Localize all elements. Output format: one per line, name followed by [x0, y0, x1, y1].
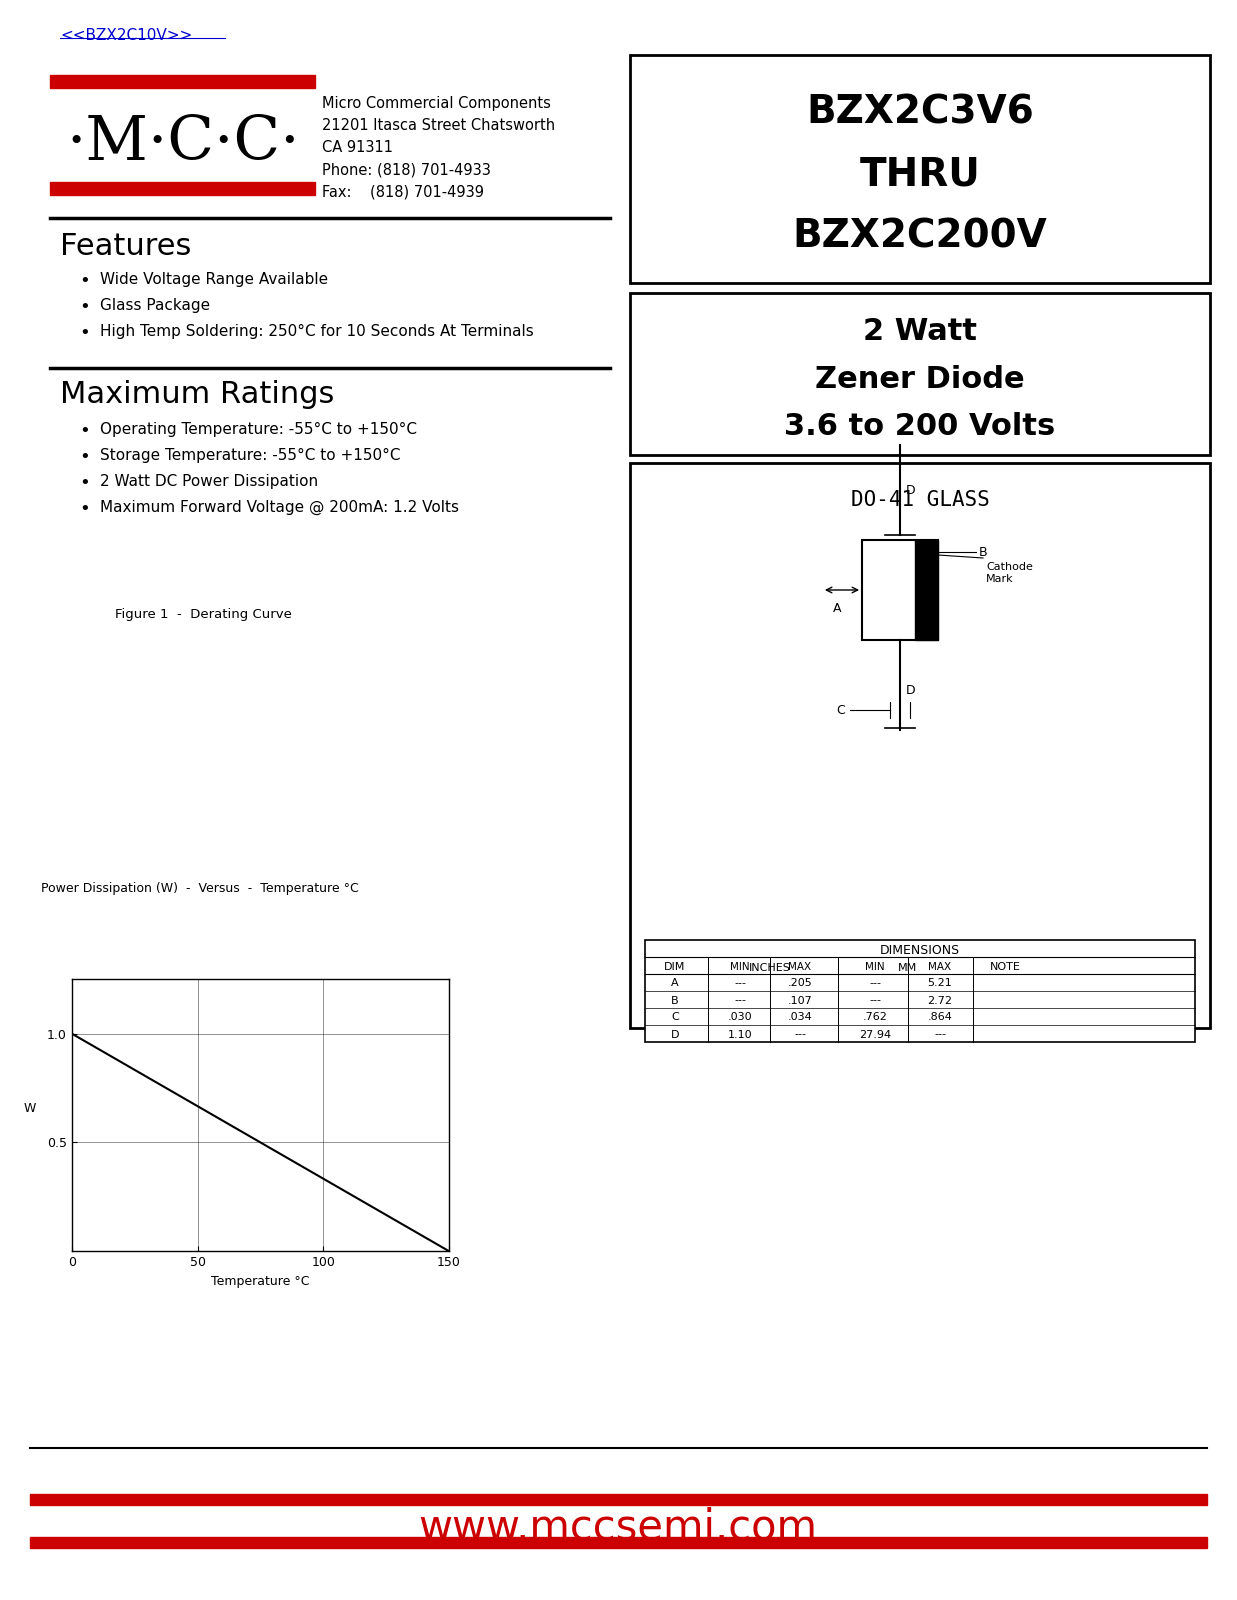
Text: MM: MM — [898, 963, 917, 973]
Text: ·M·C·C·: ·M·C·C· — [67, 114, 299, 173]
Text: •: • — [79, 448, 90, 466]
Bar — [49, 182, 315, 195]
Text: MAX: MAX — [929, 963, 951, 973]
Text: 2 Watt
Zener Diode
3.6 to 200 Volts: 2 Watt Zener Diode 3.6 to 200 Volts — [784, 317, 1055, 442]
Text: ---: --- — [794, 1029, 807, 1040]
Text: Maximum Ratings: Maximum Ratings — [61, 379, 334, 410]
Text: ---: --- — [934, 1029, 946, 1040]
Text: 27.94: 27.94 — [858, 1029, 891, 1040]
Text: Operating Temperature: -55°C to +150°C: Operating Temperature: -55°C to +150°C — [100, 422, 417, 437]
Bar — [30, 1538, 1207, 1549]
Text: .205: .205 — [788, 979, 813, 989]
Text: High Temp Soldering: 250°C for 10 Seconds At Terminals: High Temp Soldering: 250°C for 10 Second… — [100, 323, 533, 339]
Text: D: D — [670, 1029, 679, 1040]
Text: Wide Voltage Range Available: Wide Voltage Range Available — [100, 272, 328, 286]
Text: NOTE: NOTE — [990, 963, 1021, 973]
Text: ---: --- — [734, 995, 746, 1005]
Text: B: B — [978, 546, 987, 558]
Text: A: A — [833, 602, 841, 614]
Text: www.mccsemi.com: www.mccsemi.com — [418, 1506, 818, 1549]
Text: •: • — [79, 298, 90, 317]
Text: MAX: MAX — [788, 963, 811, 973]
Text: •: • — [79, 272, 90, 290]
Text: C: C — [836, 704, 845, 717]
Text: DO-41 GLASS: DO-41 GLASS — [851, 490, 990, 510]
Text: MIN: MIN — [865, 963, 884, 973]
Text: <<BZX2C10V>>: <<BZX2C10V>> — [61, 27, 192, 43]
Text: Micro Commercial Components
21201 Itasca Street Chatsworth
CA 91311
Phone: (818): Micro Commercial Components 21201 Itasca… — [322, 96, 555, 200]
Text: •: • — [79, 499, 90, 518]
Text: A: A — [672, 979, 679, 989]
Bar — [630, 293, 1210, 454]
Bar — [862, 541, 938, 640]
Text: ---: --- — [870, 995, 881, 1005]
Text: BZX2C3V6
THRU
BZX2C200V: BZX2C3V6 THRU BZX2C200V — [793, 93, 1048, 254]
Text: Glass Package: Glass Package — [100, 298, 210, 314]
Text: Figure 1  -  Derating Curve: Figure 1 - Derating Curve — [115, 608, 292, 621]
Text: D: D — [905, 683, 915, 696]
Text: •: • — [79, 323, 90, 342]
Text: •: • — [79, 422, 90, 440]
Text: .030: .030 — [727, 1013, 752, 1022]
Text: INCHES: INCHES — [750, 963, 790, 973]
Bar — [630, 462, 1210, 1029]
Bar — [644, 939, 1195, 1042]
Text: B: B — [672, 995, 679, 1005]
Text: 2.72: 2.72 — [928, 995, 952, 1005]
Y-axis label: W: W — [24, 1102, 36, 1115]
Text: DIM: DIM — [664, 963, 685, 973]
X-axis label: Temperature °C: Temperature °C — [212, 1275, 309, 1288]
Bar — [30, 1494, 1207, 1506]
Text: •: • — [79, 474, 90, 493]
Text: Features: Features — [61, 232, 192, 261]
Text: D: D — [905, 483, 915, 496]
Text: ---: --- — [870, 979, 881, 989]
Text: .864: .864 — [928, 1013, 952, 1022]
Bar — [49, 75, 315, 88]
Text: Maximum Forward Voltage @ 200mA: 1.2 Volts: Maximum Forward Voltage @ 200mA: 1.2 Vol… — [100, 499, 459, 515]
Text: .034: .034 — [788, 1013, 813, 1022]
Text: C: C — [672, 1013, 679, 1022]
Text: .107: .107 — [788, 995, 813, 1005]
Text: Cathode
Mark: Cathode Mark — [986, 562, 1033, 584]
Bar — [630, 54, 1210, 283]
Bar — [915, 541, 938, 640]
Text: .762: .762 — [862, 1013, 887, 1022]
Text: Power Dissipation (W)  -  Versus  -  Temperature °C: Power Dissipation (W) - Versus - Tempera… — [41, 882, 359, 894]
Text: DIMENSIONS: DIMENSIONS — [880, 944, 960, 957]
Text: ---: --- — [734, 979, 746, 989]
Text: 2 Watt DC Power Dissipation: 2 Watt DC Power Dissipation — [100, 474, 318, 490]
Text: Storage Temperature: -55°C to +150°C: Storage Temperature: -55°C to +150°C — [100, 448, 401, 462]
Text: 5.21: 5.21 — [928, 979, 952, 989]
Text: MIN: MIN — [730, 963, 750, 973]
Text: 1.10: 1.10 — [727, 1029, 752, 1040]
